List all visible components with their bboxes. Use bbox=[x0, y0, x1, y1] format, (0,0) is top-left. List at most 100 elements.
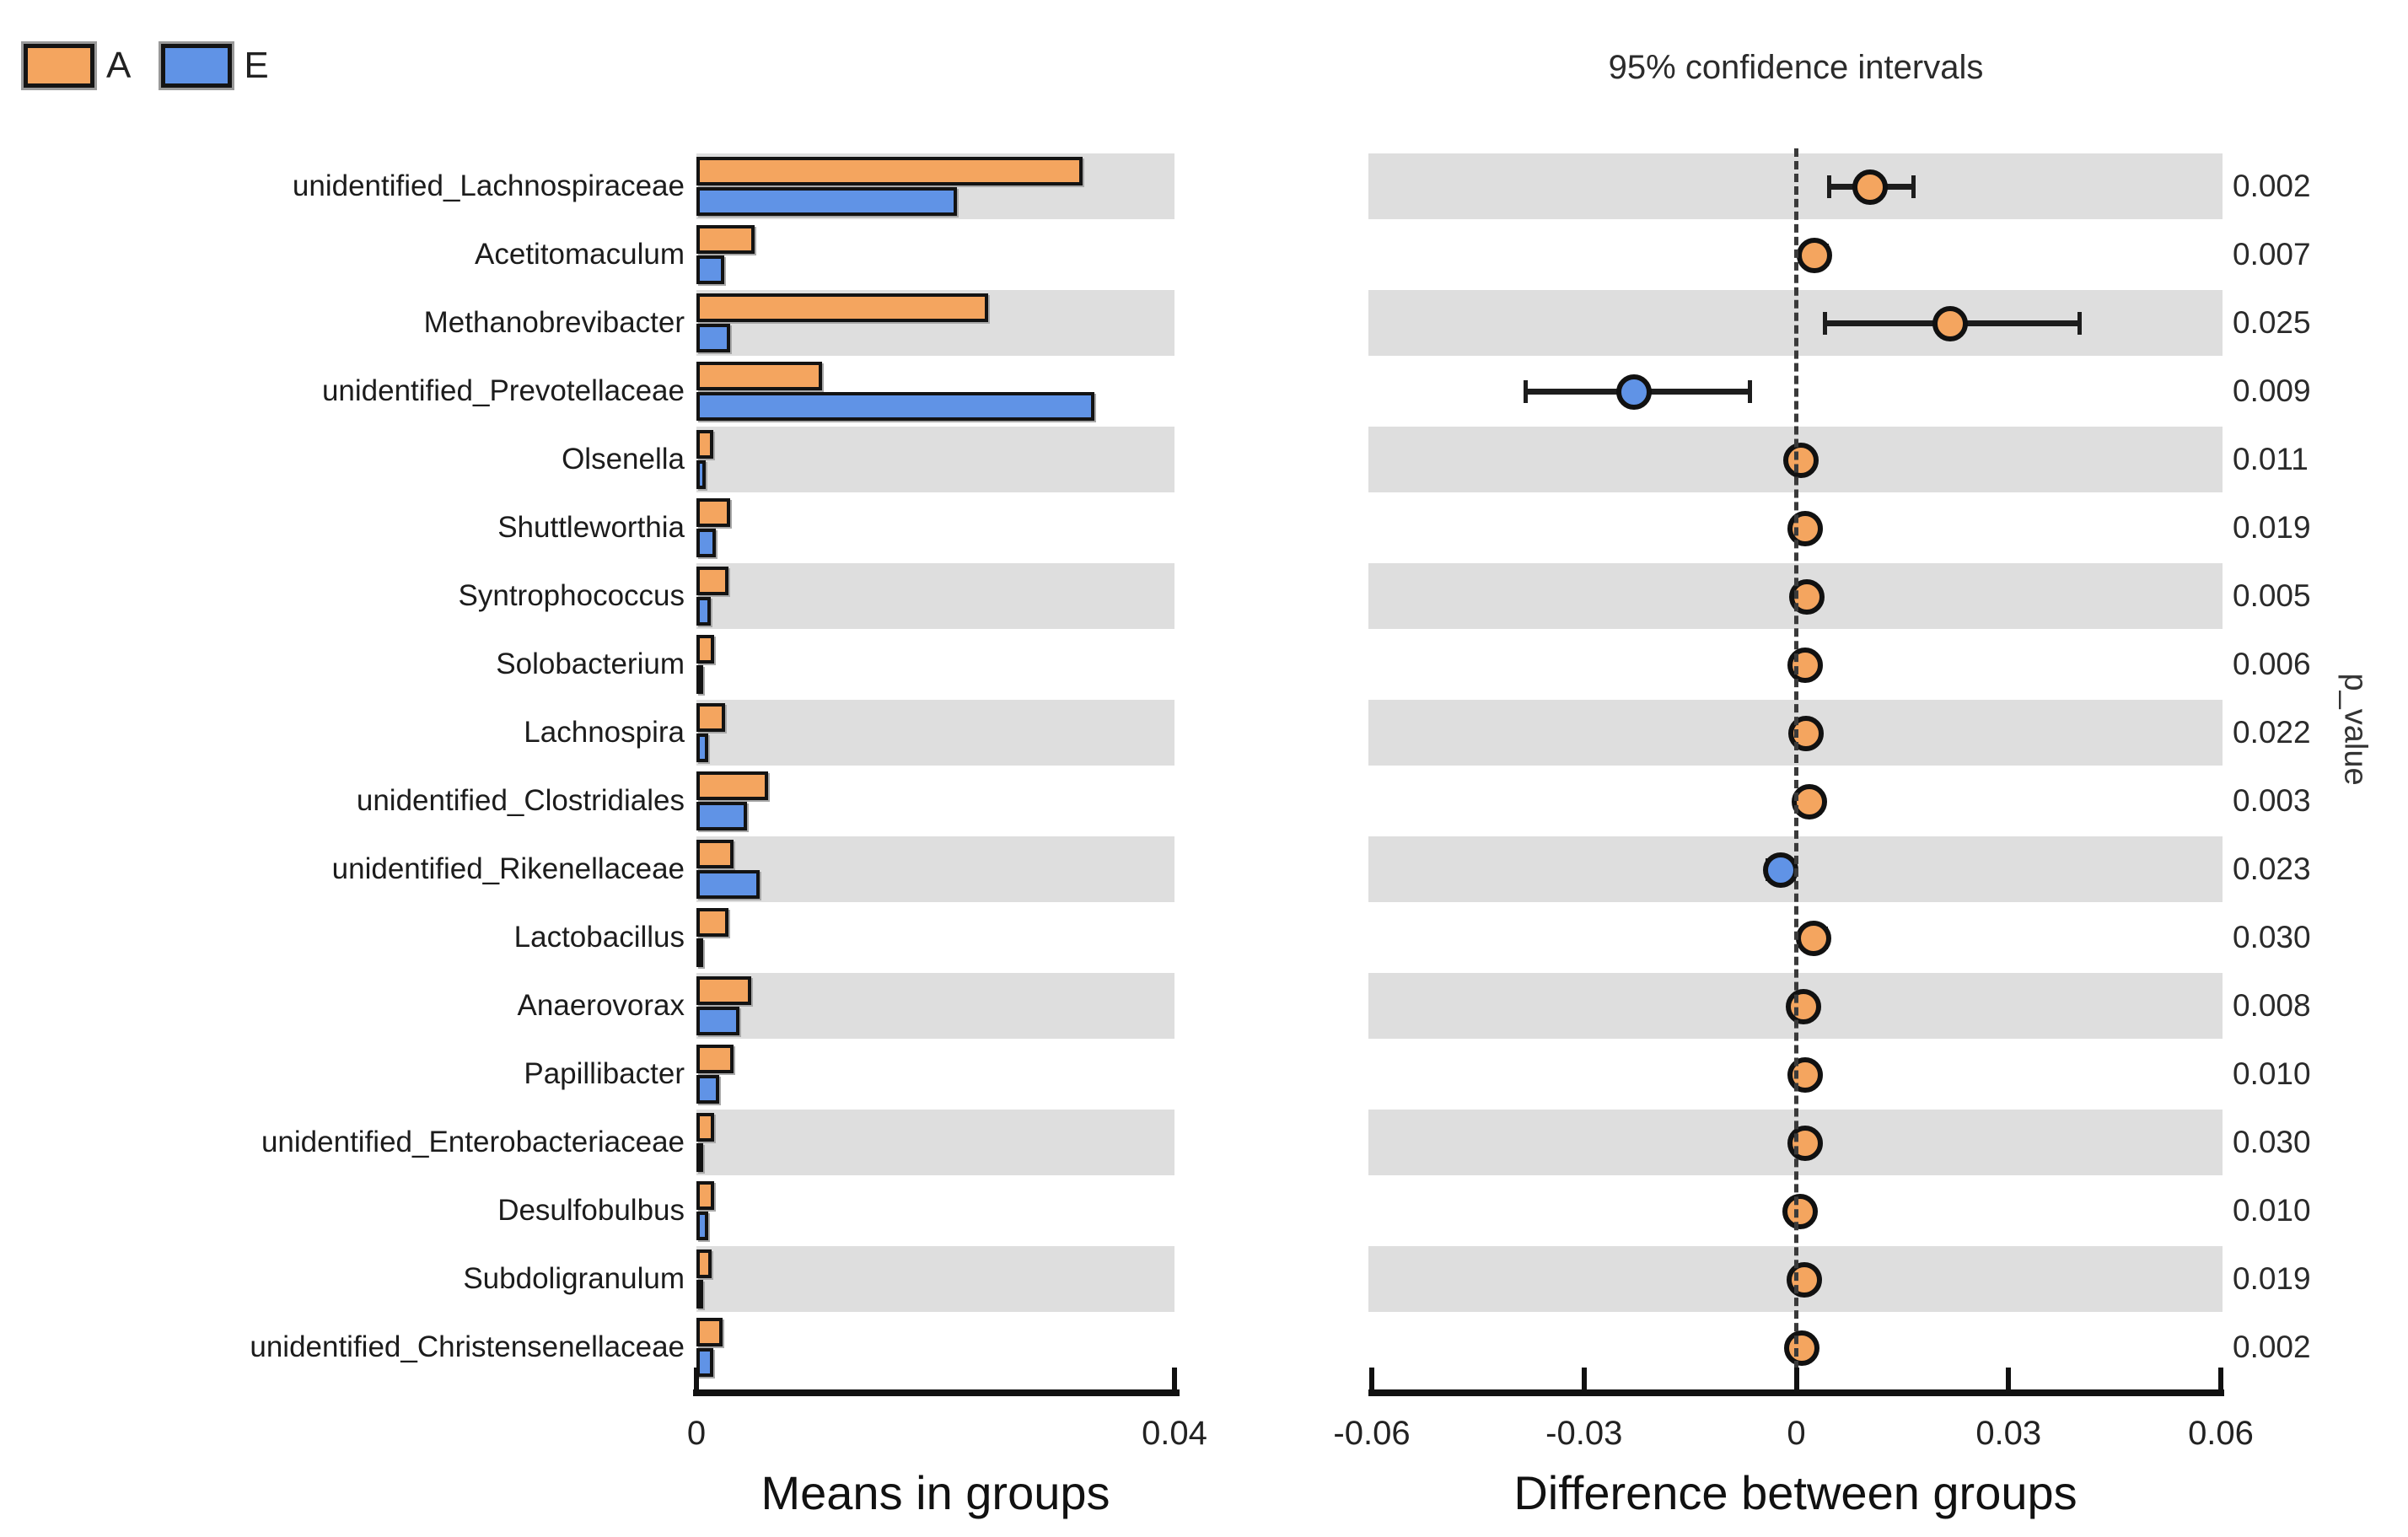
category-label: Shuttleworthia bbox=[497, 511, 685, 544]
p-value: 0.002 bbox=[2233, 1330, 2311, 1364]
category-label: unidentified_Enterobacteriaceae bbox=[261, 1126, 685, 1158]
bar-group-e bbox=[696, 1143, 703, 1172]
ci-mean-dot bbox=[1784, 1330, 1820, 1366]
taxon-row: Papillibacter 0.010 bbox=[0, 1041, 2408, 1110]
p-value: 0.030 bbox=[2233, 1125, 2311, 1159]
bar-group-a bbox=[696, 225, 755, 254]
means-band bbox=[696, 1246, 1174, 1312]
bar-group-e bbox=[696, 1007, 740, 1035]
ci-mean-dot bbox=[1616, 374, 1653, 410]
axis-tick bbox=[1581, 1368, 1587, 1389]
means-band bbox=[696, 222, 1174, 288]
difference-band bbox=[1368, 1314, 2223, 1380]
bar-group-e bbox=[696, 529, 716, 557]
category-label: unidentified_Clostridiales bbox=[356, 784, 685, 817]
category-label: Acetitomaculum bbox=[475, 238, 685, 271]
p-value: 0.025 bbox=[2233, 305, 2311, 340]
bar-group-a bbox=[696, 157, 1083, 185]
category-label: Syntrophococcus bbox=[458, 579, 685, 612]
axis-tick-label: 0.04 bbox=[1142, 1415, 1207, 1452]
ci-mean-dot bbox=[1782, 443, 1819, 478]
taxon-row: unidentified_Clostridiales 0.003 bbox=[0, 768, 2408, 836]
bar-group-a bbox=[696, 1181, 715, 1210]
p-value: 0.010 bbox=[2233, 1056, 2311, 1091]
category-label: Olsenella bbox=[562, 443, 685, 476]
category-label: unidentified_Christensenellaceae bbox=[250, 1330, 685, 1363]
means-band bbox=[696, 495, 1174, 561]
means-band bbox=[696, 700, 1174, 766]
taxon-row: unidentified_Enterobacteriaceae 0.030 bbox=[0, 1110, 2408, 1178]
p-value: 0.023 bbox=[2233, 852, 2311, 886]
means-x-axis bbox=[693, 1389, 1180, 1396]
category-label: Lachnospira bbox=[524, 716, 685, 749]
ci-mean-dot bbox=[1852, 169, 1888, 205]
means-band bbox=[696, 905, 1174, 970]
means-band bbox=[696, 768, 1174, 834]
ci-mean-dot bbox=[1785, 989, 1821, 1024]
category-label: Papillibacter bbox=[524, 1057, 685, 1090]
axis-tick bbox=[1172, 1368, 1177, 1389]
bar-group-a bbox=[696, 430, 713, 459]
bar-group-e bbox=[696, 938, 703, 967]
p-value: 0.005 bbox=[2233, 578, 2311, 613]
means-band bbox=[696, 973, 1174, 1039]
category-label: Methanobrevibacter bbox=[423, 306, 685, 339]
bar-group-e bbox=[696, 597, 711, 626]
bar-group-a bbox=[696, 1045, 734, 1073]
axis-tick bbox=[1369, 1368, 1374, 1389]
ci-cap bbox=[1523, 380, 1528, 403]
bar-group-a bbox=[696, 908, 729, 937]
bar-group-e bbox=[696, 324, 730, 352]
bar-group-a bbox=[696, 498, 730, 527]
p-value: 0.019 bbox=[2233, 510, 2311, 545]
difference-x-axis bbox=[1368, 1389, 2224, 1396]
category-label: Solobacterium bbox=[496, 648, 685, 680]
bar-group-e bbox=[696, 460, 707, 489]
bar-group-a bbox=[696, 703, 726, 732]
difference-band bbox=[1368, 905, 2223, 970]
bar-group-e bbox=[696, 1212, 709, 1240]
axis-tick-label: 0 bbox=[686, 1415, 707, 1452]
taxon-row: Anaerovorax 0.008 bbox=[0, 973, 2408, 1041]
ci-mean-dot bbox=[1787, 1126, 1823, 1161]
bar-group-a bbox=[696, 1249, 712, 1278]
bar-group-a bbox=[696, 362, 822, 390]
ci-cap bbox=[1747, 380, 1752, 403]
means-band bbox=[696, 1314, 1174, 1380]
bar-group-e bbox=[696, 665, 703, 694]
p-value: 0.010 bbox=[2233, 1193, 2311, 1228]
bar-group-e bbox=[696, 255, 724, 284]
bar-group-e bbox=[696, 392, 1095, 421]
ci-cap bbox=[2077, 312, 2082, 335]
axis-tick bbox=[694, 1368, 699, 1389]
p-value: 0.009 bbox=[2233, 374, 2311, 408]
bar-group-e bbox=[696, 1348, 713, 1377]
category-label: Subdoligranulum bbox=[463, 1262, 685, 1295]
legend-swatch-group-e bbox=[161, 44, 233, 88]
taxon-row: Olsenella 0.011 bbox=[0, 427, 2408, 495]
chart-rows: unidentified_Lachnospiraceae 0.002 Acetito… bbox=[0, 153, 2408, 1383]
bar-group-a bbox=[696, 567, 729, 595]
taxon-row: Lactobacillus 0.030 bbox=[0, 905, 2408, 973]
legend-swatch-group-a bbox=[24, 44, 94, 88]
axis-tick bbox=[1793, 1368, 1799, 1389]
taxon-row: Syntrophococcus 0.005 bbox=[0, 563, 2408, 631]
difference-band bbox=[1368, 358, 2223, 424]
means-band bbox=[696, 1041, 1174, 1107]
difference-axis-title: Difference between groups bbox=[1513, 1466, 2077, 1519]
difference-band bbox=[1368, 495, 2223, 561]
ci-mean-dot bbox=[1932, 306, 1969, 341]
category-label: Lactobacillus bbox=[513, 921, 685, 954]
means-band bbox=[696, 153, 1174, 219]
taxon-row: Methanobrevibacter 0.025 bbox=[0, 290, 2408, 358]
ci-mean-dot bbox=[1786, 1262, 1822, 1298]
bar-group-e bbox=[696, 870, 761, 899]
p-value-axis-label: p_value bbox=[2337, 673, 2373, 786]
p-value: 0.002 bbox=[2233, 169, 2311, 203]
taxon-row: unidentified_Prevotellaceae 0.009 bbox=[0, 358, 2408, 427]
bar-group-a bbox=[696, 293, 988, 322]
bar-group-e bbox=[696, 734, 709, 762]
means-axis-title: Means in groups bbox=[761, 1466, 1110, 1519]
axis-tick-label: 0.03 bbox=[1975, 1415, 2042, 1452]
means-band bbox=[696, 290, 1174, 356]
